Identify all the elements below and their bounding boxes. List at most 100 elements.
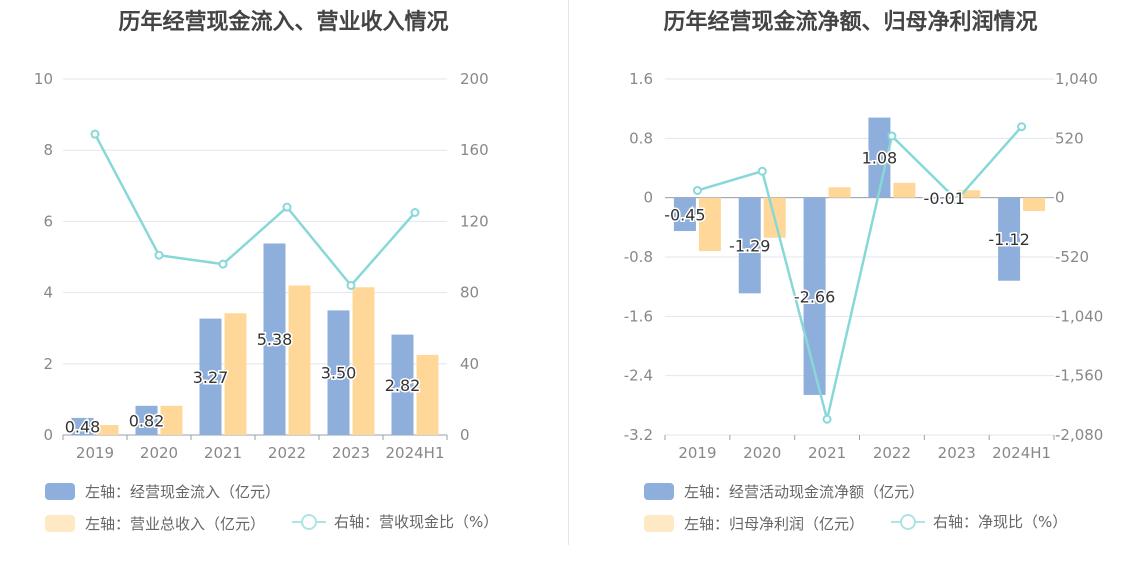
bar-primary <box>868 117 891 198</box>
line-point <box>757 166 767 176</box>
legend-label: 左轴：营业总收入（亿元） <box>85 515 266 533</box>
bar-primary <box>933 197 956 199</box>
bar-secondary <box>288 285 311 435</box>
right-axis-tick-label: 80 <box>460 284 479 302</box>
legend-swatch <box>45 483 75 500</box>
chart-panel-netcash-profit: 历年经营现金流净额、归母净利润情况 -3.2 -2,080 -2.4 -1,560 -1… <box>567 0 1134 582</box>
x-axis-tick-label: 2022 <box>873 444 911 462</box>
data-label: -1.12 <box>988 230 1029 249</box>
left-axis-tick-label: -3.2 <box>624 426 653 444</box>
bar-primary <box>998 197 1021 281</box>
bar-secondary <box>224 313 247 435</box>
x-axis-tick-label: 2024H1 <box>992 444 1051 462</box>
line-point <box>822 414 832 424</box>
x-axis-tick-label: 2021 <box>204 444 242 462</box>
legend-item-net-profit[interactable]: 左轴：归母净利润（亿元） <box>644 513 864 534</box>
legend-item-ratio[interactable]: 右轴：营收现金比（%） <box>292 511 498 532</box>
data-label: 3.27 <box>193 368 229 387</box>
line-point <box>154 250 164 260</box>
left-axis-tick-label: 0 <box>43 426 53 444</box>
data-label: -0.01 <box>924 189 965 208</box>
line-point <box>90 129 100 139</box>
left-axis-tick-label: 0.8 <box>629 129 653 147</box>
x-axis-tick-label: 2019 <box>678 444 716 462</box>
legend-item-net-cash-ratio[interactable]: 右轴：净现比（%） <box>891 511 1067 532</box>
left-axis-tick-label: 8 <box>43 141 53 159</box>
left-axis-tick-label: 1.6 <box>629 70 653 88</box>
legend-swatch <box>45 515 75 532</box>
chart-title: 历年经营现金流入、营业收入情况 <box>118 10 449 35</box>
left-axis-tick-label: 10 <box>34 70 53 88</box>
right-axis-tick-label: 1,040 <box>1055 70 1098 88</box>
line-point <box>952 195 962 205</box>
legend-label: 右轴：净现比（%） <box>933 513 1068 531</box>
chart-plot: -3.2 -2,080 -2.4 -1,560 -1.6 -1,040 -0.8 -520 0 0… <box>624 70 1104 462</box>
bar-secondary <box>698 197 721 252</box>
bar-primary <box>673 197 696 232</box>
bar-primary <box>327 310 350 435</box>
x-axis-tick-label: 2021 <box>808 444 846 462</box>
chart-plot: 0 0 2 40 4 80 6 120 8 160 10 200 2019 2020 2021 2022 202… <box>34 70 489 462</box>
legend-line-icon <box>891 513 925 530</box>
bar-primary <box>391 334 414 435</box>
line-point <box>692 185 702 195</box>
bar-secondary <box>352 287 375 435</box>
legend-label: 左轴：经营现金流入（亿元） <box>85 483 281 501</box>
bar-secondary <box>160 405 183 435</box>
bar-secondary <box>828 187 851 198</box>
chart-title: 历年经营现金流净额、归母净利润情况 <box>663 10 1038 35</box>
bar-secondary <box>958 190 981 198</box>
data-label: -1.29 <box>729 237 770 256</box>
right-axis-tick-label: 120 <box>460 212 489 230</box>
data-label: -2.66 <box>794 287 835 306</box>
left-axis-tick-label: -1.6 <box>624 307 653 325</box>
x-axis-tick-label: 2020 <box>743 444 781 462</box>
line-point <box>887 131 897 141</box>
right-axis-tick-label: 200 <box>460 70 489 88</box>
x-axis-tick-label: 2022 <box>268 444 306 462</box>
legend-swatch <box>644 483 674 500</box>
bar-primary <box>263 243 286 435</box>
line-point <box>410 208 420 217</box>
data-label: 3.50 <box>321 364 357 383</box>
right-axis-tick-label: -2,080 <box>1055 426 1103 444</box>
legend-label: 右轴：营收现金比（%） <box>334 513 499 531</box>
x-axis-tick-label: 2023 <box>332 444 370 462</box>
legend-item-net-cashflow[interactable]: 左轴：经营活动现金流净额（亿元） <box>644 481 924 502</box>
line-point <box>1017 122 1027 132</box>
bar-primary <box>738 197 761 294</box>
left-axis-tick-label: -0.8 <box>624 248 653 266</box>
data-label: 0.82 <box>129 411 165 430</box>
left-axis-tick-label: 0 <box>643 189 653 207</box>
data-label: -0.45 <box>664 205 705 224</box>
data-label: 2.82 <box>385 376 421 395</box>
right-axis-tick-label: 0 <box>1055 189 1065 207</box>
chart-panel-cashflow-revenue: 历年经营现金流入、营业收入情况 0 0 2 40 4 80 6 120 8 160 10 200 201… <box>34 10 498 534</box>
x-axis-tick-label: 2024H1 <box>386 444 445 462</box>
right-axis-tick-label: 520 <box>1055 129 1084 147</box>
x-axis-tick-label: 2019 <box>76 444 114 462</box>
right-axis-tick-label: 40 <box>460 355 479 373</box>
left-axis-tick-label: -2.4 <box>624 367 653 385</box>
right-axis-tick-label: -1,040 <box>1055 307 1103 325</box>
bar-secondary <box>893 182 916 198</box>
legend-item-cash-inflow[interactable]: 左轴：经营现金流入（亿元） <box>45 481 280 502</box>
right-axis-tick-label: 160 <box>460 141 489 159</box>
line-point <box>346 280 356 290</box>
data-label: 5.38 <box>257 330 293 349</box>
line-point <box>282 202 292 212</box>
left-axis-tick-label: 2 <box>43 355 53 373</box>
bar-secondary <box>96 425 119 435</box>
x-axis-tick-label: 2020 <box>140 444 178 462</box>
right-axis-tick-label: -520 <box>1055 248 1089 266</box>
line-series <box>697 125 1023 420</box>
legend-label: 左轴：经营活动现金流净额（亿元） <box>684 483 925 501</box>
line-series <box>93 133 416 288</box>
x-axis-tick-label: 2023 <box>938 444 976 462</box>
legend-swatch <box>644 515 674 532</box>
right-axis-tick-label: -1,560 <box>1055 367 1103 385</box>
legend-item-revenue[interactable]: 左轴：营业总收入（亿元） <box>45 513 265 534</box>
legend-label: 左轴：归母净利润（亿元） <box>684 515 865 533</box>
legend-line-icon <box>292 513 326 530</box>
data-label: 0.48 <box>65 417 101 436</box>
